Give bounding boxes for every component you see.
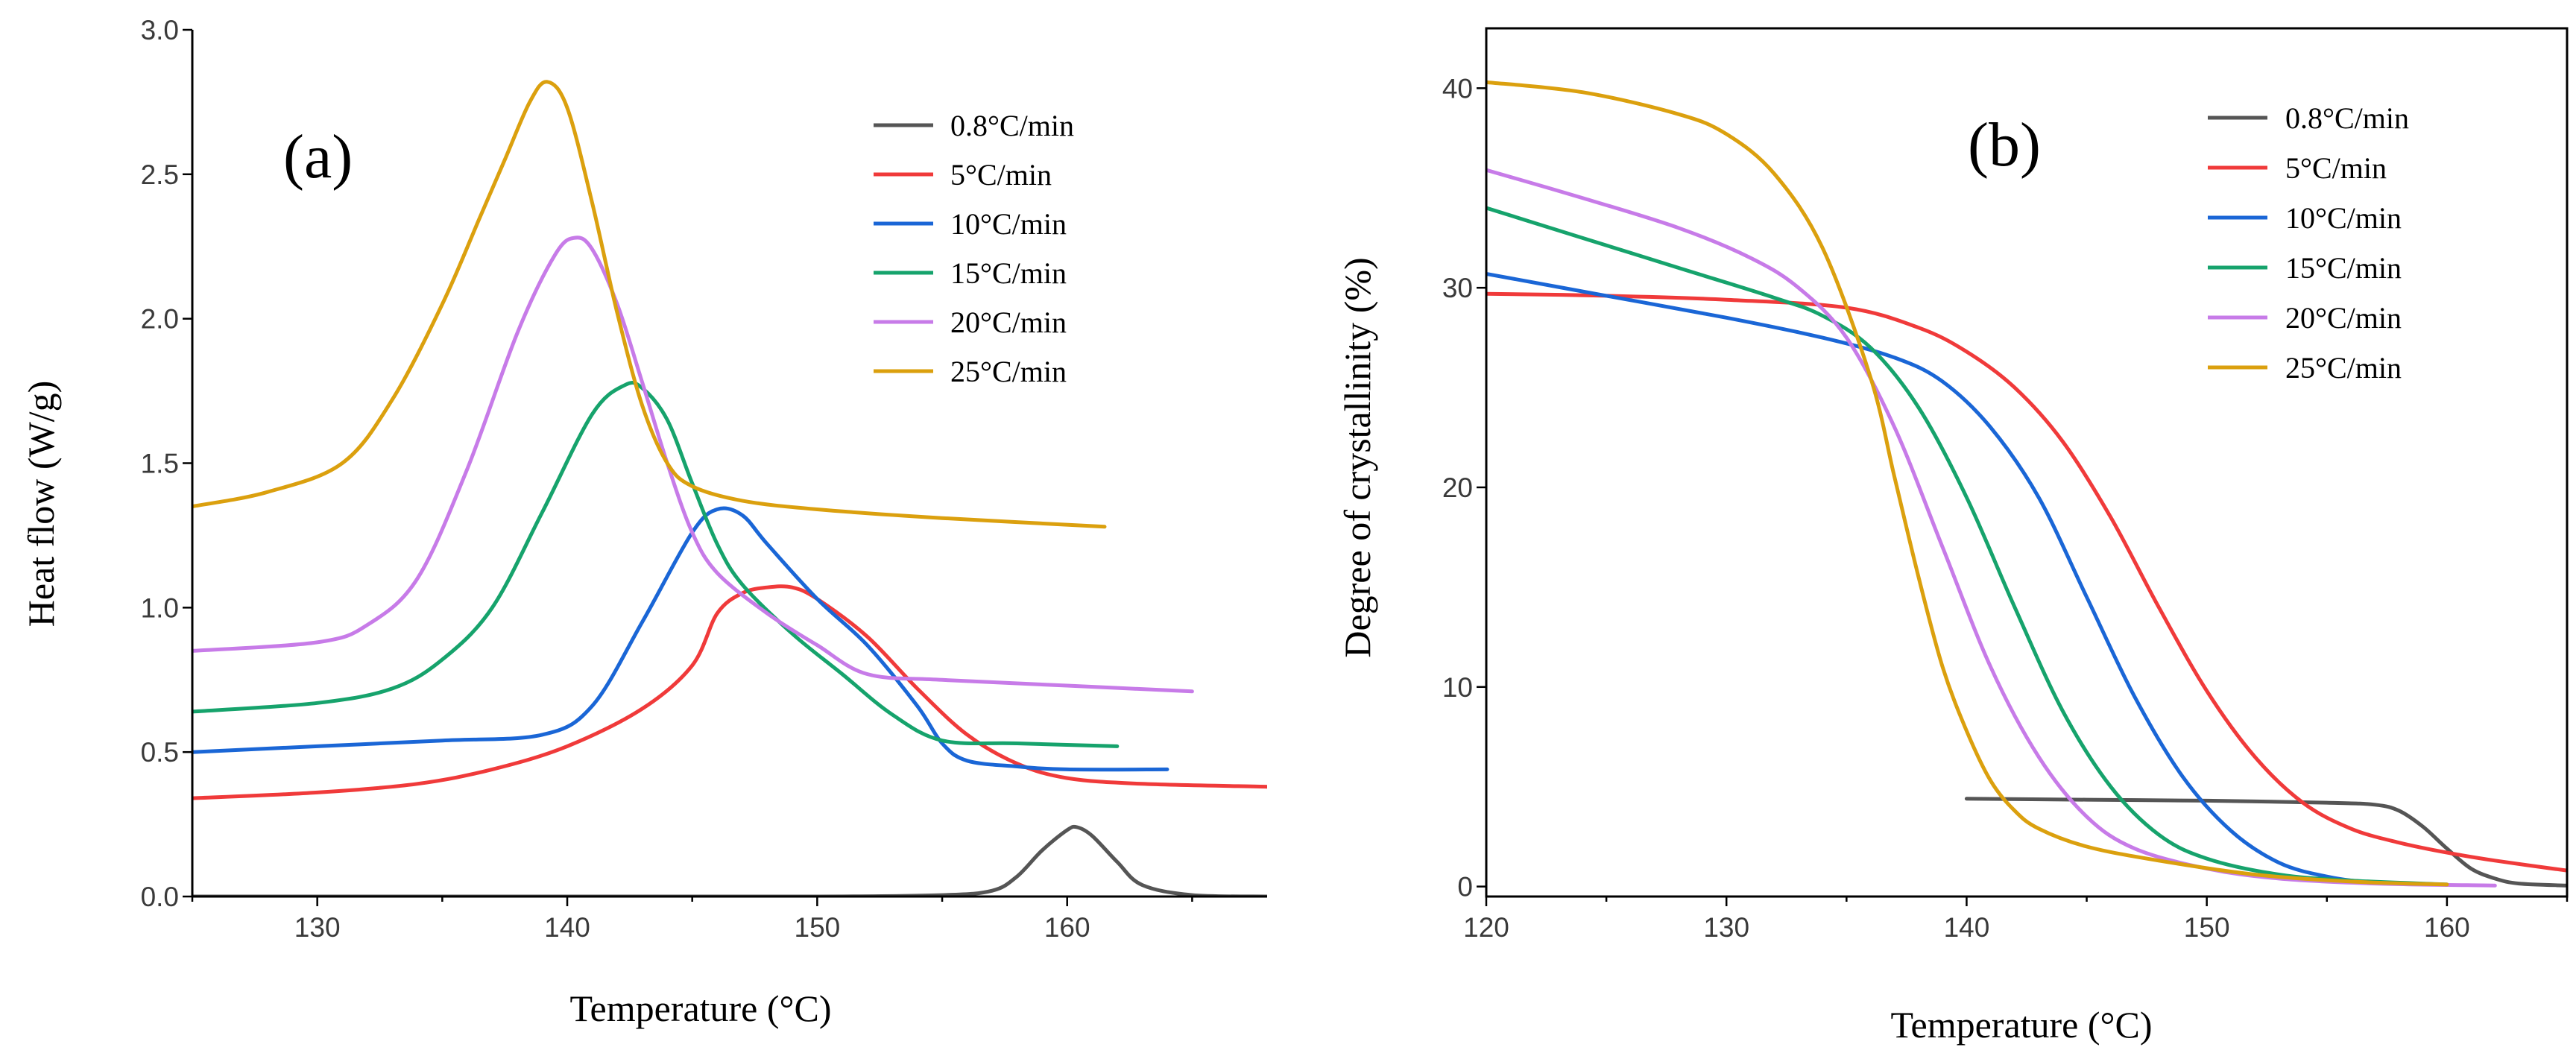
- panel-b-y-tick-label: 20: [1442, 472, 1473, 503]
- panel-b-series-line-6: [1486, 80, 2449, 887]
- panel-b-x-tick-label: 150: [2184, 912, 2230, 943]
- panel-b-series-line-2: [1486, 291, 2567, 873]
- panel-b-legend-label: 10°C/min: [2285, 201, 2402, 235]
- panel-b-x-tick-label: 140: [1944, 912, 1990, 943]
- panel-a-x-tick-label: 140: [544, 912, 590, 943]
- panel-b-series-line-1: [1964, 797, 2567, 888]
- panel-b-x-axis-label: Temperature (°C): [1890, 1004, 2152, 1046]
- panel-a-legend-label: 15°C/min: [950, 256, 1067, 290]
- panel-b-legend: 0.8°C/min 5°C/min 10°C/min 15°C/min 20°C/min…: [2208, 101, 2409, 385]
- panel-b-legend-label: 20°C/min: [2285, 301, 2402, 335]
- panel-a-legend: 0.8°C/min 5°C/min 10°C/min 15°C/min 20°C/min…: [874, 109, 1074, 388]
- panel-a-x-axis-label: Temperature (°C): [569, 987, 831, 1029]
- panel-a-y-tick-label: 1.0: [141, 592, 179, 623]
- panel-a-y-tick-label: 2.0: [141, 304, 179, 335]
- panel-a-series-line-5: [192, 235, 1194, 694]
- panel-b-legend-label: 25°C/min: [2285, 351, 2402, 385]
- panel-a-legend-label: 0.8°C/min: [950, 109, 1074, 142]
- panel-b-y-axis-label: Degree of crystallinity (%): [1336, 257, 1378, 657]
- panel-b-y-tick-label: 0: [1457, 872, 1473, 902]
- panel-a-legend-label: 25°C/min: [950, 355, 1067, 388]
- panel-a-legend-label: 10°C/min: [950, 207, 1067, 241]
- panel-b-legend-label: 0.8°C/min: [2285, 101, 2409, 135]
- panel-a-x-tick-label: 130: [294, 912, 341, 943]
- panel-a-series-line-3: [192, 506, 1169, 772]
- panel-a-x-tick-label: 150: [795, 912, 841, 943]
- panel-a-x-tick-label: 160: [1044, 912, 1090, 943]
- panel-a-legend-label: 20°C/min: [950, 306, 1067, 339]
- panel-a-y-tick-label: 3.0: [141, 15, 179, 45]
- panel-b-x-tick-label: 120: [1463, 912, 1509, 943]
- panel-a-legend-label: 5°C/min: [950, 158, 1052, 192]
- panel-b-series-line-3: [1486, 271, 2449, 887]
- panel-b-x-tick-label: 160: [2424, 912, 2470, 943]
- panel-b-y-tick-label: 40: [1442, 73, 1473, 104]
- panel-a-y-tick-label: 1.5: [141, 449, 179, 479]
- panel-b-x-tick-label: 130: [1703, 912, 1749, 943]
- panel-b-series-line-4: [1486, 206, 2449, 887]
- panel-b-legend-label: 5°C/min: [2285, 151, 2387, 185]
- panel-a-y-tick-label: 2.5: [141, 159, 179, 190]
- panel-a-series-line-6: [192, 80, 1107, 529]
- panel-b-crystallinity-chart: 120 130 140 150 160 0 10 20 30 40 0.8°C/min 5°C/min…: [1336, 27, 2569, 1046]
- panel-a-y-axis-label: Heat flow (W/g): [20, 381, 62, 627]
- panel-a-heat-flow-chart: 130 140 150 160 0.0 0.5 1.0 1.5 2.0 2.5 3.0 0.8°C/m…: [20, 15, 1267, 1029]
- panel-b-y-tick-label: 10: [1442, 672, 1473, 703]
- panel-a-series-line-4: [192, 380, 1120, 748]
- panel-a-y-tick-label: 0.0: [141, 882, 179, 912]
- panel-a-series-line-2: [192, 584, 1267, 800]
- panel-b-axes-frame: [1485, 27, 2569, 898]
- panel-b-y-tick-label: 30: [1442, 273, 1473, 303]
- panel-b-legend-label: 15°C/min: [2285, 251, 2402, 285]
- panel-b-label: (b): [1968, 110, 2041, 180]
- panel-a-series-line-1: [192, 824, 1267, 897]
- panel-a-y-tick-label: 0.5: [141, 737, 179, 768]
- panel-a-label: (a): [283, 122, 353, 192]
